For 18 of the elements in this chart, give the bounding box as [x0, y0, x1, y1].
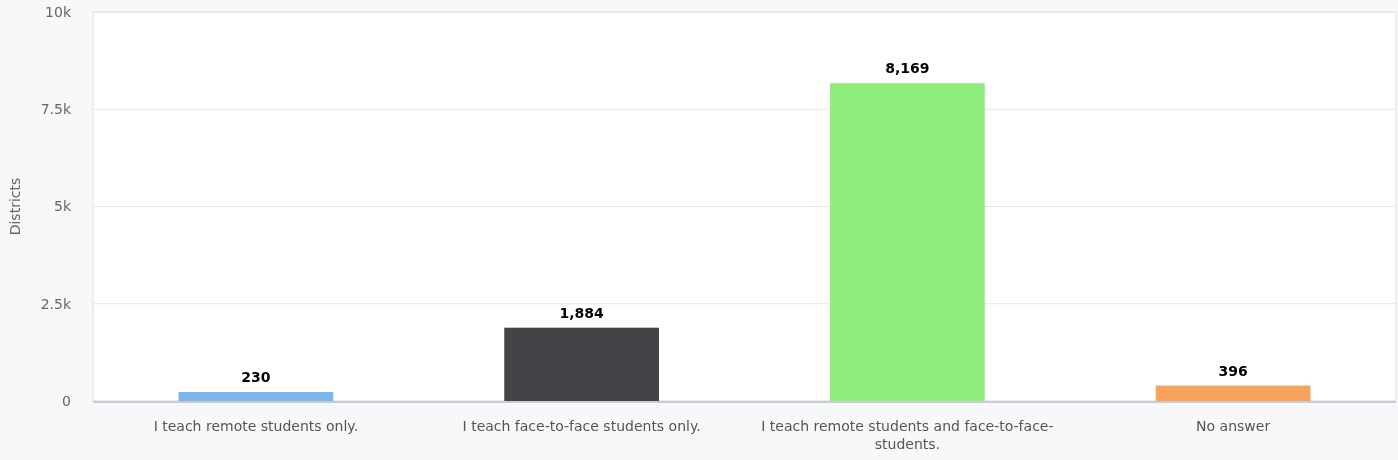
y-axis-title: Districts	[7, 177, 23, 236]
y-tick-label: 5k	[53, 198, 72, 215]
bar	[504, 327, 659, 401]
y-tick-label: 10k	[45, 3, 72, 20]
x-tick-label: I teach remote students and face-to-face-students.	[761, 418, 1054, 452]
x-tick-label: I teach remote students only.	[153, 418, 359, 434]
data-label: 1,884	[559, 304, 605, 321]
data-label: 230	[241, 369, 271, 386]
y-tick-label: 2.5k	[40, 295, 72, 312]
bar	[830, 83, 985, 401]
bar	[178, 392, 334, 401]
data-label: 396	[1218, 362, 1248, 379]
x-tick-label: No answer	[1196, 418, 1271, 434]
bar	[1155, 385, 1311, 401]
x-tick-label: I teach face-to-face students only.	[462, 418, 701, 434]
data-label: 8,169	[885, 60, 930, 77]
y-tick-label: 0	[62, 392, 71, 409]
y-tick-label: 7.5k	[40, 101, 72, 118]
